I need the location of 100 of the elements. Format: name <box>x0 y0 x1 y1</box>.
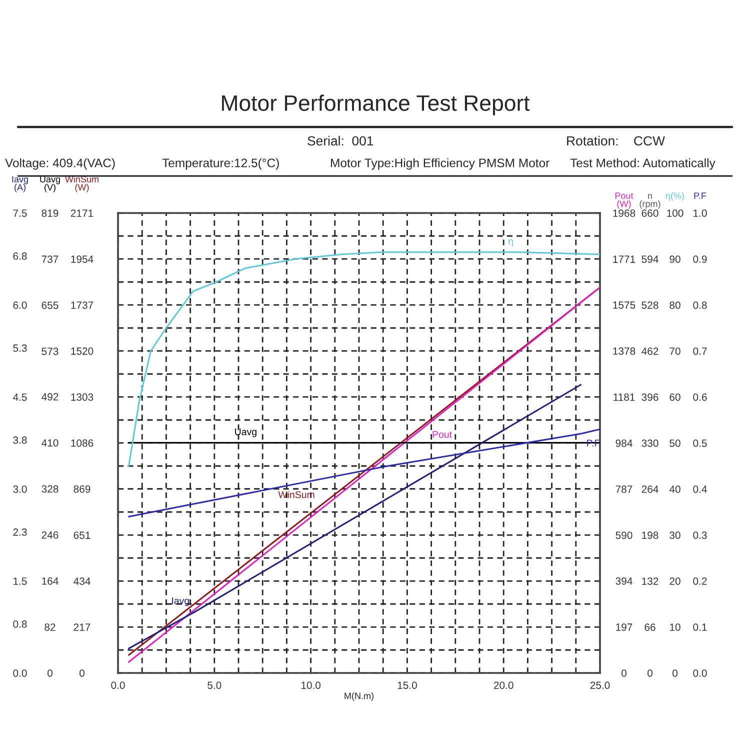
y2-tick-label: 1.0 <box>694 210 707 217</box>
text: Motor Type:High Efficiency PMSM Motor <box>331 158 550 170</box>
y-tick-label: 3.8 <box>13 436 27 444</box>
y-axis-title: η(%) <box>666 192 684 201</box>
y-tick-label: 3.0 <box>13 486 27 493</box>
y2-tick-label: 0.5 <box>693 440 707 447</box>
y-tick-label: 651 <box>74 532 90 539</box>
y2-tick-label: 0.3 <box>693 532 707 539</box>
y-tick-label: 2.3 <box>13 528 27 536</box>
y-tick-label: 1954 <box>71 255 94 263</box>
text: Voltage: 409.4(VAC) <box>5 158 115 170</box>
y2-axis-title: P.F <box>694 192 706 199</box>
y2-tick-label: 396 <box>642 394 658 401</box>
y2-tick-label: 0.9 <box>693 256 707 263</box>
y2-tick-label: 330 <box>642 440 658 447</box>
y2-tick-label: 264 <box>642 486 658 493</box>
y2-tick-label: 462 <box>642 348 658 355</box>
y-tick-label: 30 <box>670 532 680 539</box>
y-tick-label: 217 <box>74 624 90 631</box>
y-tick-label: 82 <box>44 623 56 631</box>
y-tick-label: 573 <box>42 348 58 356</box>
y-tick-label: 0.8 <box>13 620 27 628</box>
y2-tick-label: 0.8 <box>693 302 707 309</box>
y2-tick-label: 197 <box>616 623 632 631</box>
y2-tick-label: 1771 <box>613 256 636 263</box>
y2-tick-label: 1378 <box>613 347 636 355</box>
y-tick-label: 80 <box>670 302 680 309</box>
text: Rotation: CCW <box>567 136 665 146</box>
y2-tick-label: 132 <box>642 578 658 585</box>
y-axis-title: WinSum (W) <box>64 176 98 192</box>
y2-tick-label: 0 <box>622 670 626 677</box>
y2-tick-label: 594 <box>642 256 658 263</box>
y-tick-label: 50 <box>670 440 680 447</box>
y-tick-label: 0 <box>48 670 52 677</box>
y-tick-label: 5.3 <box>13 344 27 352</box>
y-tick-label: 10 <box>670 624 680 631</box>
y-tick-label: 410 <box>42 439 58 447</box>
y-axis-title: Iavg (A) <box>12 176 28 192</box>
y-tick-label: 0 <box>672 670 678 677</box>
y2-tick-label: 590 <box>616 532 632 539</box>
y2-tick-label: 66 <box>644 624 656 631</box>
x-tick-label: 5.0 <box>208 682 222 689</box>
chart-title: Motor Performance Test Report <box>222 94 530 116</box>
text: Temperature:12.5(°C) <box>162 158 279 170</box>
y-tick-label: 819 <box>42 210 58 217</box>
y2-axis-title: Pout (W) <box>615 192 634 209</box>
y2-tick-label: 0.4 <box>693 486 707 493</box>
x-tick-label: 10.0 <box>301 682 321 689</box>
y-tick-label: 1086 <box>71 439 94 447</box>
y2-tick-label: 0.6 <box>693 394 707 401</box>
y2-tick-label: 528 <box>642 302 658 309</box>
y-tick-label: 0 <box>80 670 84 677</box>
y-tick-label: 246 <box>42 531 58 539</box>
series-label: Iavg <box>172 597 189 606</box>
y-tick-label: 90 <box>670 256 680 263</box>
series-label: Pout <box>432 431 452 438</box>
y-tick-label: 6.0 <box>13 302 27 309</box>
y-tick-label: 492 <box>42 393 58 401</box>
x-tick-label: 15.0 <box>398 682 417 689</box>
y2-tick-label: 0.1 <box>693 624 707 631</box>
x-tick-label: 0.0 <box>111 682 125 689</box>
y2-axis-title: n (rpm) <box>640 194 660 209</box>
y-tick-label: 434 <box>74 578 90 585</box>
y2-tick-label: 0.7 <box>693 348 707 355</box>
text: Serial: 001 <box>308 136 374 146</box>
y-tick-label: 60 <box>670 394 680 401</box>
y-tick-label: 1303 <box>71 393 94 401</box>
y-tick-label: 164 <box>42 577 58 585</box>
y-tick-label: 2171 <box>70 210 94 217</box>
series-label: Uavg <box>235 428 256 438</box>
y-tick-label: 1520 <box>71 347 94 355</box>
y-tick-label: 4.5 <box>13 394 27 401</box>
y-tick-label: 70 <box>670 348 680 355</box>
y2-tick-label: 0 <box>648 670 652 677</box>
y2-tick-label: 1181 <box>614 393 635 401</box>
y-tick-label: 20 <box>670 578 680 585</box>
y2-tick-label: 787 <box>616 486 632 493</box>
line-series <box>128 428 600 518</box>
y-tick-label: 0.0 <box>13 670 27 677</box>
line-series <box>128 251 600 467</box>
y-tick-label: 869 <box>74 485 90 493</box>
y2-tick-label: 1575 <box>613 301 636 309</box>
y-tick-label: 1.5 <box>14 578 27 585</box>
y-tick-label: 40 <box>669 486 680 493</box>
y-tick-label: 328 <box>42 485 58 493</box>
y-tick-label: 100 <box>667 210 684 217</box>
y2-tick-label: 198 <box>642 532 658 539</box>
text: Test Method: Automatically <box>570 158 716 170</box>
y-tick-label: 1737 <box>71 301 94 309</box>
x-tick-label: 20.0 <box>494 682 514 689</box>
y-axis-title: Uavg (V) <box>40 176 60 192</box>
y-tick-label: 655 <box>42 302 58 309</box>
series-label: η <box>508 239 513 247</box>
y2-tick-label: 0.0 <box>693 670 707 677</box>
y2-tick-label: 0.2 <box>693 578 707 585</box>
y-tick-label: 6.8 <box>13 252 27 260</box>
y-tick-label: 7.5 <box>13 210 27 217</box>
x-tick-label: 25.0 <box>590 682 610 689</box>
y2-tick-label: 394 <box>616 577 632 585</box>
y2-tick-label: 984 <box>616 440 632 447</box>
